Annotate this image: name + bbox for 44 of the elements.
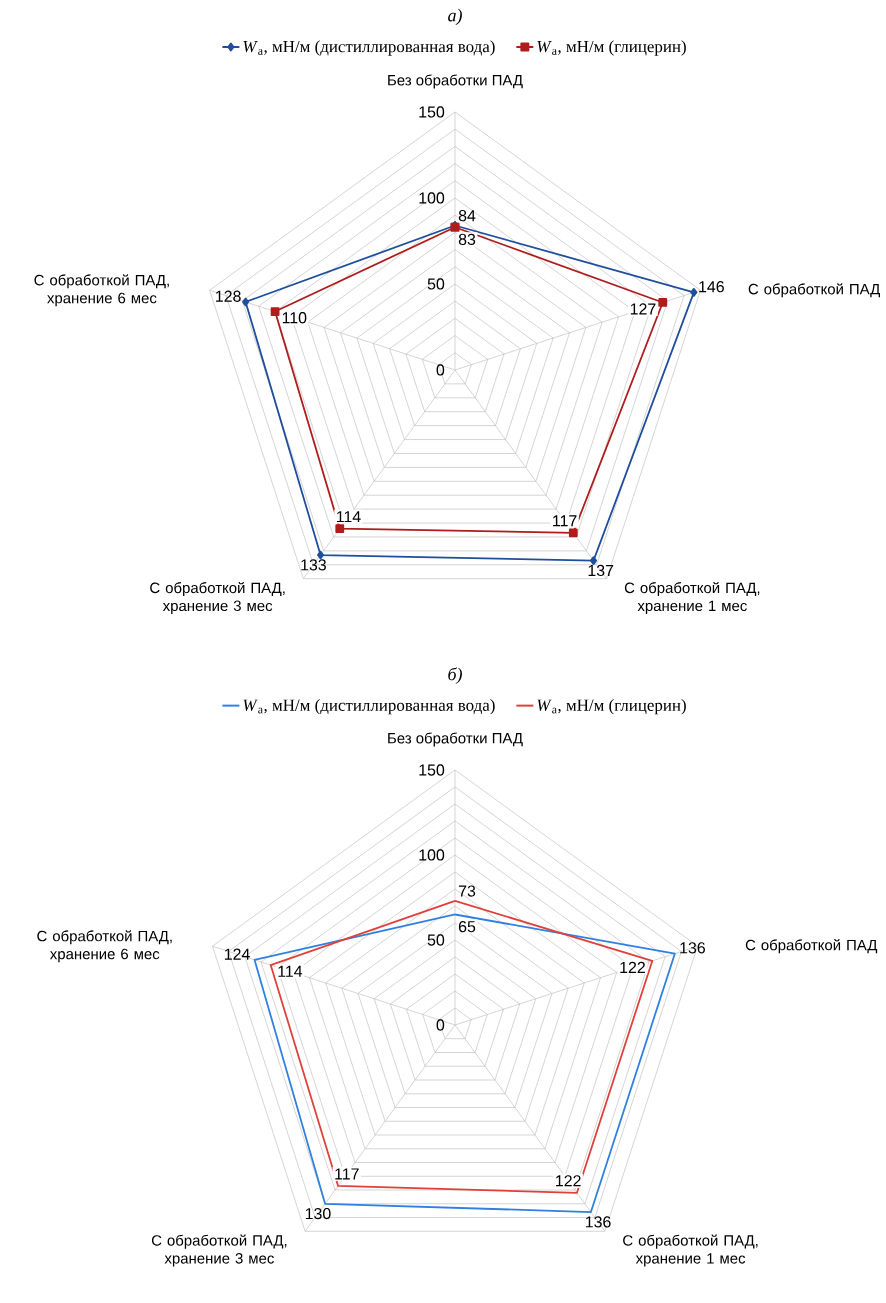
spoke-label: С обработкой ПАД, хранение 3 мес: [151, 1234, 287, 1267]
data-label: 128: [216, 290, 241, 302]
data-label: 117: [553, 515, 577, 527]
data-label: 133: [301, 559, 326, 571]
spoke-label: С обработкой ПАД, хранение 6 мес: [37, 930, 172, 963]
y-tick-label: 50: [427, 278, 445, 290]
spoke-label: С обработкой ПАД, хранение 1 мес: [623, 1234, 758, 1267]
data-label: 146: [699, 281, 724, 293]
chart-title: б): [448, 667, 462, 684]
data-label: 110: [282, 312, 307, 324]
data-label: 83: [458, 233, 476, 246]
data-label: 124: [224, 948, 250, 960]
data-label: 84: [458, 210, 476, 222]
spoke-label: С обработкой ПАД: [748, 283, 880, 298]
data-label: 137: [588, 564, 614, 577]
data-label: 117: [335, 1168, 359, 1180]
legend-label: W$_{а}$, мН/м (глицерин): [537, 40, 686, 56]
legend-label: W$_{а}$, мН/м (глицерин): [537, 699, 686, 715]
y-tick-label: 100: [419, 849, 445, 861]
y-tick-label: 150: [419, 764, 445, 776]
data-label: 127: [630, 303, 656, 315]
spoke-label: С обработкой ПАД: [745, 939, 878, 954]
data-label: 136: [680, 942, 705, 954]
spoke-label: Без обработки ПАД: [388, 732, 523, 747]
data-label: 73: [458, 885, 476, 897]
spoke-label: Без обработки ПАД: [388, 74, 523, 89]
data-label: 130: [305, 1207, 331, 1220]
spoke-label: С обработкой ПАД, хранение 3 мес: [150, 581, 285, 615]
spoke-label: С обработкой ПАД, хранение 6 мес: [34, 274, 169, 307]
data-label: 136: [585, 1216, 611, 1228]
y-tick-label: 100: [419, 192, 445, 204]
data-label: 122: [620, 961, 645, 973]
y-tick-label: 150: [419, 106, 445, 118]
data-label: 114: [278, 965, 303, 977]
data-label: 114: [336, 511, 361, 523]
legend-label: W$_{а}$, мН/м (дистиллированная вода): [243, 40, 495, 56]
spoke-label: С обработкой ПАД, хранение 1 мес: [624, 581, 760, 615]
y-tick-label: 50: [427, 934, 445, 946]
y-tick-label: 0: [436, 364, 445, 376]
legend-label: W$_{а}$, мН/м (дистиллированная вода): [243, 699, 495, 715]
data-label: 122: [556, 1175, 581, 1187]
chart-title: а): [448, 8, 462, 26]
y-tick-label: 0: [436, 1019, 445, 1031]
data-label: 65: [458, 921, 476, 933]
